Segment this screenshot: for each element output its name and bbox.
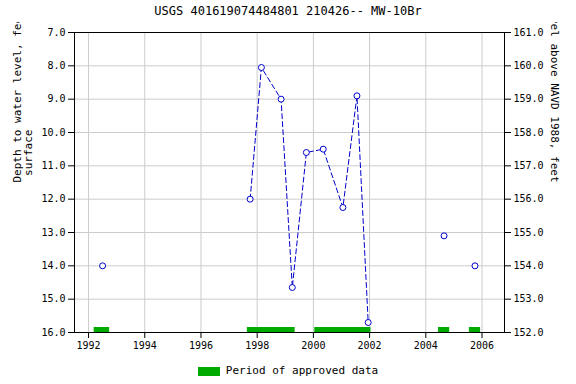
html-text:USGS 401619074484801 210426--: USGS 401619074484801 210426-- MW-10Br xyxy=(154,4,422,18)
svg-text:157.0: 157.0 xyxy=(514,160,544,171)
svg-text:10.0: 10.0 xyxy=(41,127,65,138)
svg-text:158.0: 158.0 xyxy=(514,127,544,138)
svg-text:2006: 2006 xyxy=(470,340,494,351)
svg-text:160.0: 160.0 xyxy=(514,60,544,71)
svg-text:161.0: 161.0 xyxy=(514,27,544,38)
svg-text:Groundwater level above NAVD 1: Groundwater level above NAVD 1988, feet xyxy=(548,22,561,183)
svg-text:8.0: 8.0 xyxy=(47,60,65,71)
svg-text:1996: 1996 xyxy=(189,340,213,351)
html-text:Period of approved data: Period of approved data xyxy=(225,364,379,377)
svg-text:2004: 2004 xyxy=(414,340,438,351)
svg-text:12.0: 12.0 xyxy=(41,193,65,204)
svg-text:7.0: 7.0 xyxy=(47,27,65,38)
svg-text:155.0: 155.0 xyxy=(514,227,544,238)
svg-text:152.0: 152.0 xyxy=(514,327,544,338)
svg-text:156.0: 156.0 xyxy=(514,193,544,204)
svg-text:159.0: 159.0 xyxy=(514,93,544,104)
svg-text:11.0: 11.0 xyxy=(41,160,65,171)
svg-text:9.0: 9.0 xyxy=(47,93,65,104)
svg-text:154.0: 154.0 xyxy=(514,260,544,271)
svg-text:153.0: 153.0 xyxy=(514,293,544,304)
svg-text:1994: 1994 xyxy=(133,340,157,351)
svg-text:1998: 1998 xyxy=(245,340,269,351)
svg-text:1992: 1992 xyxy=(77,340,101,351)
svg-text:2002: 2002 xyxy=(358,340,382,351)
svg-text:Depth to water level, feet bel: Depth to water level, feet below land su… xyxy=(11,22,35,183)
svg-text:15.0: 15.0 xyxy=(41,293,65,304)
svg-text:14.0: 14.0 xyxy=(41,260,65,271)
svg-text:13.0: 13.0 xyxy=(41,227,65,238)
svg-text:2000: 2000 xyxy=(301,340,325,351)
svg-text:16.0: 16.0 xyxy=(41,327,65,338)
